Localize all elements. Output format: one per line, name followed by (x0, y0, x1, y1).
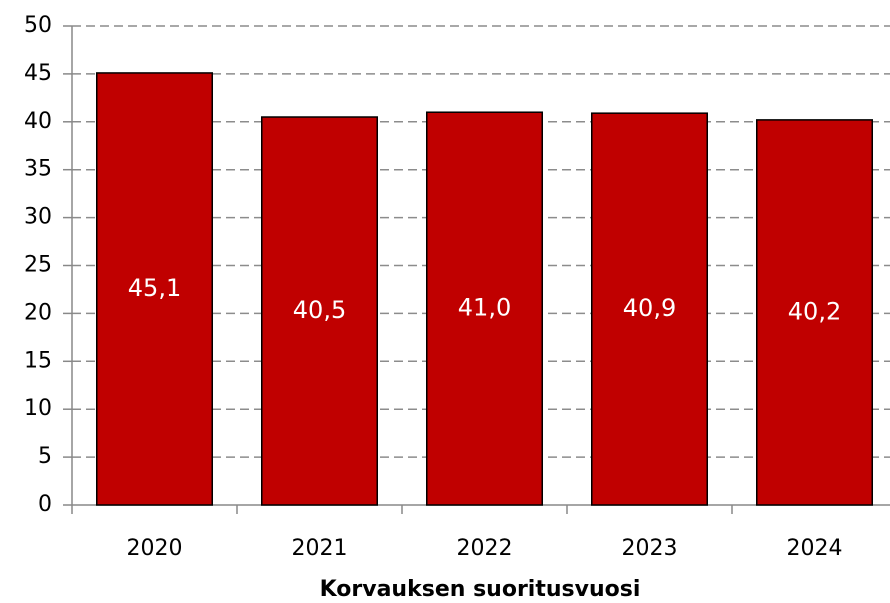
data-label: 41,0 (458, 294, 511, 322)
y-tick-label: 5 (38, 444, 52, 469)
x-axis-title: Korvauksen suoritusvuosi (320, 577, 641, 602)
data-label: 40,2 (788, 297, 841, 325)
x-tick-label: 2021 (292, 536, 348, 561)
y-tick-label: 20 (24, 300, 52, 325)
data-label: 40,9 (623, 294, 676, 322)
bar (756, 119, 873, 506)
y-tick-label: 25 (24, 253, 52, 278)
x-tick-label: 2022 (457, 536, 513, 561)
bar (591, 112, 708, 506)
bar (426, 111, 543, 506)
y-tick-label: 40 (24, 109, 52, 134)
bar (96, 72, 213, 506)
data-label: 45,1 (128, 274, 181, 302)
x-tick-label: 2023 (622, 536, 678, 561)
y-tick-label: 50 (24, 13, 52, 38)
y-tick-label: 35 (24, 157, 52, 182)
x-tick-label: 2024 (787, 536, 843, 561)
data-label: 40,5 (293, 296, 346, 324)
y-tick-label: 15 (24, 348, 52, 373)
bar (261, 116, 378, 506)
y-tick-label: 0 (38, 492, 52, 517)
y-tick-label: 10 (24, 396, 52, 421)
y-tick-label: 45 (24, 61, 52, 86)
x-tick-label: 2020 (127, 536, 183, 561)
y-tick-label: 30 (24, 205, 52, 230)
